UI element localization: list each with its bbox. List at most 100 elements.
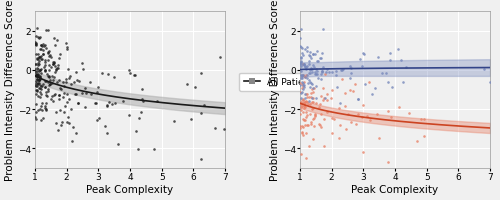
Point [300,65,308,68]
Point [396,59,404,62]
Point [64,121,72,124]
Point [32,74,40,78]
Point [56,93,64,97]
Point [300,102,308,105]
Point [309,107,317,110]
Point [304,72,312,75]
Point [34,58,42,62]
Point [361,83,369,86]
Point [298,63,306,66]
Point [300,86,308,89]
Point [45,76,53,80]
Point [300,124,308,127]
Point [132,129,140,133]
Point [39,49,47,53]
Point [42,108,50,111]
Point [296,65,304,68]
Point [53,81,61,84]
Point [304,79,312,82]
Point [405,112,413,115]
Point [86,81,94,84]
Point [78,92,86,95]
Point [62,42,70,45]
Point [318,78,326,81]
Y-axis label: Problem Intensity Difference Score: Problem Intensity Difference Score [270,0,280,180]
Point [328,132,336,135]
Point [319,28,327,31]
Point [135,116,143,120]
Point [34,87,42,90]
Point [35,76,43,79]
Point [34,83,42,86]
Point [306,123,314,126]
Point [38,88,46,91]
Point [102,104,110,107]
Point [300,63,308,66]
Point [384,81,392,84]
Point [42,80,50,83]
Point [34,62,42,65]
Point [320,97,328,100]
Point [300,119,308,122]
Point [307,121,315,124]
Point [297,92,305,95]
Point [42,29,50,33]
Point [296,91,304,94]
Point [328,116,336,120]
Point [34,37,42,40]
Point [46,75,54,79]
Point [34,95,42,98]
Point [46,55,54,58]
Point [95,117,103,120]
Point [40,86,48,89]
Point [320,98,328,102]
Point [320,66,328,69]
Point [33,67,41,70]
Point [36,79,44,82]
Point [41,64,49,68]
Point [317,95,325,98]
Point [301,66,309,69]
Point [348,90,356,94]
Point [386,116,394,119]
Point [303,47,311,50]
Point [32,103,40,106]
Point [299,102,307,105]
Point [42,95,50,98]
Point [33,74,41,77]
Point [296,126,304,129]
Point [35,60,43,63]
Point [36,85,44,88]
Point [36,78,44,81]
Point [306,72,314,75]
Point [104,100,112,104]
Point [375,136,383,140]
Point [313,70,321,73]
Point [32,84,40,87]
Point [298,81,306,84]
Point [41,61,49,64]
Point [34,82,42,86]
Point [300,105,308,109]
Point [40,43,48,46]
Point [55,57,63,60]
Point [300,111,308,114]
Point [63,46,71,49]
Point [312,68,320,72]
Point [119,99,127,103]
Point [212,127,220,130]
Point [37,45,45,48]
Point [44,60,52,63]
Point [337,69,345,72]
Point [64,116,72,119]
Point [298,74,306,78]
Point [298,125,306,128]
Point [52,44,60,47]
Point [58,88,66,91]
Point [346,65,354,68]
Point [74,102,82,105]
Point [297,56,305,59]
Point [74,79,82,83]
Point [36,76,44,79]
Point [34,79,42,82]
